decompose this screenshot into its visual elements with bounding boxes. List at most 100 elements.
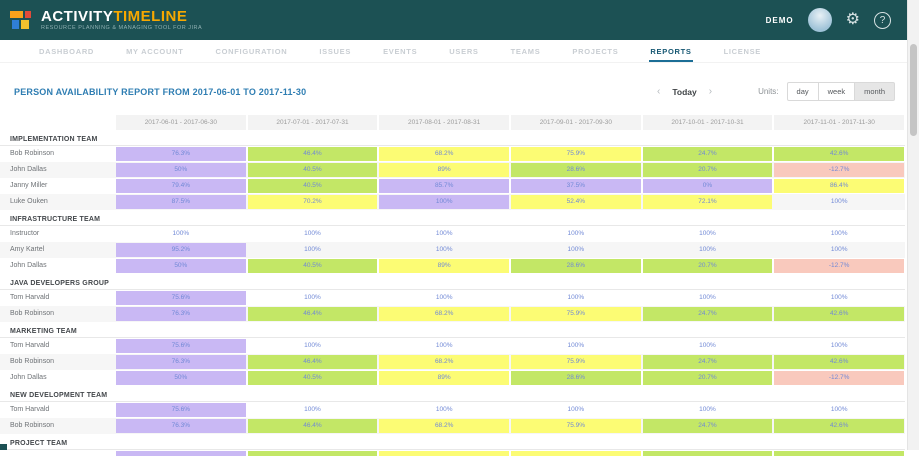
table-row: Tom Harvald75.6%100%100%100%100%100% <box>0 402 905 418</box>
nav-item-configuration[interactable]: CONFIGURATION <box>214 40 288 62</box>
scrollbar-thumb[interactable] <box>910 44 917 136</box>
availability-cell: 100% <box>643 403 773 417</box>
availability-cell: 100% <box>379 227 509 241</box>
availability-cell: 50% <box>116 371 246 385</box>
availability-cell: 40.5% <box>248 179 378 193</box>
availability-cell: 28.6% <box>511 371 641 385</box>
availability-cell: 28.6% <box>511 163 641 177</box>
availability-cell: 75.6% <box>116 403 246 417</box>
person-name: Luke Ouken <box>0 194 115 210</box>
unit-button-week[interactable]: week <box>818 82 856 101</box>
person-name: Bob Robinson <box>0 146 115 162</box>
nav-item-dashboard[interactable]: DASHBOARD <box>38 40 95 62</box>
team-section-implementation-team: IMPLEMENTATION TEAMBob Robinson76.3%46.4… <box>0 133 905 210</box>
availability-cell: 100% <box>774 227 904 241</box>
availability-cell: 42.6% <box>774 419 904 433</box>
availability-cell: 100% <box>643 227 773 241</box>
column-header-period: 2017-08-01 - 2017-08-31 <box>379 115 509 130</box>
page-title: PERSON AVAILABILITY REPORT FROM 2017-06-… <box>14 87 306 97</box>
availability-cell <box>774 451 904 456</box>
date-pager: ‹ Today › <box>657 86 712 97</box>
availability-cell: 68.2% <box>379 307 509 321</box>
next-period-icon[interactable]: › <box>709 86 712 97</box>
availability-cell: 76.3% <box>116 147 246 161</box>
nav-item-events[interactable]: EVENTS <box>382 40 418 62</box>
column-header-period: 2017-10-01 - 2017-10-31 <box>643 115 773 130</box>
availability-cell: 100% <box>248 403 378 417</box>
availability-cell: -12.7% <box>774 371 904 385</box>
person-name <box>0 450 115 456</box>
availability-cell: 72.1% <box>643 195 773 209</box>
availability-cell: 40.5% <box>248 371 378 385</box>
prev-period-icon[interactable]: ‹ <box>657 86 660 97</box>
availability-cell: 100% <box>116 227 246 241</box>
table-row: Amy Kartel95.2%100%100%100%100%100% <box>0 242 905 258</box>
availability-cell: 75.9% <box>511 355 641 369</box>
team-section-header: MARKETING TEAM <box>0 325 905 338</box>
person-name: Instructor <box>0 226 115 242</box>
availability-table: 2017-06-01 - 2017-06-302017-07-01 - 2017… <box>0 115 905 456</box>
availability-cell: 100% <box>774 195 904 209</box>
brand-timeline: TIMELINE <box>113 8 187 25</box>
units-control: Units: dayweekmonth <box>758 82 895 101</box>
availability-cell: 100% <box>379 195 509 209</box>
availability-cell: 95.2% <box>116 243 246 257</box>
user-name-label: DEMO <box>766 16 794 25</box>
person-name: Bob Robinson <box>0 418 115 434</box>
table-row: Bob Robinson76.3%46.4%68.2%75.9%24.7%42.… <box>0 354 905 370</box>
availability-cell: 68.2% <box>379 355 509 369</box>
table-row: Bob Robinson76.3%46.4%68.2%75.9%24.7%42.… <box>0 418 905 434</box>
table-row: John Dallas50%40.5%89%28.6%20.7%-12.7% <box>0 370 905 386</box>
availability-cell: 42.6% <box>774 355 904 369</box>
brand-activity: ACTIVITY <box>41 8 113 25</box>
unit-button-month[interactable]: month <box>854 82 895 101</box>
team-section-new-development-team: NEW DEVELOPMENT TEAMTom Harvald75.6%100%… <box>0 389 905 434</box>
availability-cell: 20.7% <box>643 259 773 273</box>
availability-cell: -12.7% <box>774 163 904 177</box>
availability-cell: 100% <box>248 291 378 305</box>
nav-item-users[interactable]: USERS <box>448 40 479 62</box>
team-section-project-team: PROJECT TEAM <box>0 437 905 456</box>
table-row: Bob Robinson76.3%46.4%68.2%75.9%24.7%42.… <box>0 146 905 162</box>
table-row: Janny Miller79.4%40.5%85.7%37.5%0%86.4% <box>0 178 905 194</box>
person-name: Amy Kartel <box>0 242 115 258</box>
nav-item-teams[interactable]: TEAMS <box>510 40 542 62</box>
availability-cell: 100% <box>774 403 904 417</box>
nav-item-reports[interactable]: REPORTS <box>649 40 692 62</box>
availability-cell: 24.7% <box>643 419 773 433</box>
table-row: Luke Ouken87.5%70.2%100%52.4%72.1%100% <box>0 194 905 210</box>
availability-cell: 75.6% <box>116 339 246 353</box>
availability-cell: 76.3% <box>116 355 246 369</box>
user-avatar[interactable] <box>808 8 832 32</box>
nav-item-issues[interactable]: ISSUES <box>318 40 352 62</box>
availability-cell: 100% <box>511 291 641 305</box>
availability-cell: 100% <box>511 403 641 417</box>
footer-sliver <box>0 444 7 450</box>
unit-button-day[interactable]: day <box>787 82 819 101</box>
availability-cell: 89% <box>379 163 509 177</box>
nav-item-my-account[interactable]: MY ACCOUNT <box>125 40 184 62</box>
table-row: John Dallas50%40.5%89%28.6%20.7%-12.7% <box>0 258 905 274</box>
person-name: Bob Robinson <box>0 354 115 370</box>
availability-cell: 76.3% <box>116 419 246 433</box>
availability-cell: 79.4% <box>116 179 246 193</box>
today-button[interactable]: Today <box>672 87 696 97</box>
availability-cell: 100% <box>248 227 378 241</box>
person-name: John Dallas <box>0 370 115 386</box>
person-name: Tom Harvald <box>0 290 115 306</box>
nav-item-projects[interactable]: PROJECTS <box>571 40 619 62</box>
availability-cell: 100% <box>379 291 509 305</box>
brand: ACTIVITYTIMELINE RESOURCE PLANNING & MAN… <box>41 9 202 32</box>
table-row: Bob Robinson76.3%46.4%68.2%75.9%24.7%42.… <box>0 306 905 322</box>
team-section-header: JAVA DEVELOPERS GROUP <box>0 277 905 290</box>
availability-cell: 20.7% <box>643 163 773 177</box>
team-section-java-developers-group: JAVA DEVELOPERS GROUPTom Harvald75.6%100… <box>0 277 905 322</box>
nav-item-license[interactable]: LICENSE <box>723 40 762 62</box>
availability-cell <box>511 451 641 456</box>
availability-cell <box>643 451 773 456</box>
table-row: John Dallas50%40.5%89%28.6%20.7%-12.7% <box>0 162 905 178</box>
table-body: IMPLEMENTATION TEAMBob Robinson76.3%46.4… <box>0 133 905 456</box>
gear-icon[interactable]: ⚙ <box>846 12 860 28</box>
help-icon[interactable]: ? <box>874 12 891 29</box>
vertical-scrollbar[interactable] <box>907 0 919 450</box>
